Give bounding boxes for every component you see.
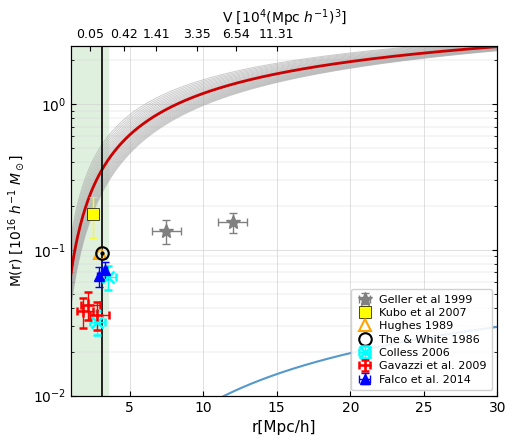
X-axis label: r[Mpc/h]: r[Mpc/h] (252, 420, 317, 435)
Legend: Geller et al 1999, Kubo et al 2007, Hughes 1989, The & White 1986, Colless 2006,: Geller et al 1999, Kubo et al 2007, Hugh… (351, 289, 492, 390)
X-axis label: V [$10^4$(Mpc $h^{-1}$)$^3$]: V [$10^4$(Mpc $h^{-1}$)$^3$] (222, 7, 347, 29)
Bar (71, 46, 108, 396)
Y-axis label: M(r) [$10^{16}$ $h^{-1}$ $M_\odot$]: M(r) [$10^{16}$ $h^{-1}$ $M_\odot$] (7, 154, 27, 287)
